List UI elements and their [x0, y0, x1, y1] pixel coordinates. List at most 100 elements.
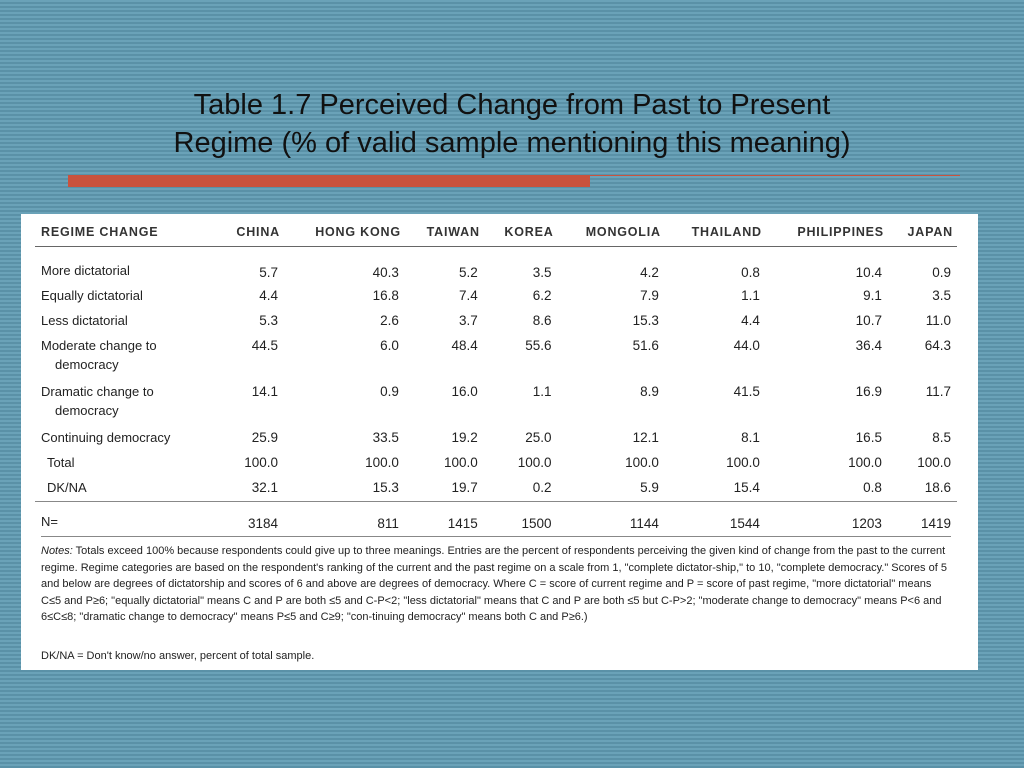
- column-header-japan: JAPAN: [887, 218, 957, 247]
- table-row: Dramatic change to democracy 14.1 0.9 16.0 1.…: [35, 380, 957, 426]
- table-cell: 100.0: [444, 455, 478, 470]
- accent-bar: [68, 175, 590, 187]
- column-header-korea: KOREA: [483, 218, 558, 247]
- table-cell: 16.8: [372, 288, 399, 303]
- table-cell: 100.0: [365, 455, 399, 470]
- table-cell: 15.4: [733, 480, 760, 495]
- table-cell: 0.2: [532, 480, 552, 495]
- table-cell: 100.0: [917, 455, 951, 470]
- table-cell: 3.5: [932, 288, 951, 303]
- column-header-china: CHINA: [217, 218, 284, 247]
- row-label-text: Total: [47, 455, 75, 470]
- table-cell: 55.6: [525, 338, 552, 353]
- row-label-text: DK/NA: [47, 480, 87, 495]
- title-line-1: Table 1.7 Perceived Change from Past to …: [193, 89, 831, 121]
- table-cell: 25.9: [251, 430, 278, 445]
- table-cell: 0.8: [863, 480, 882, 495]
- column-header-philippines: PHILIPPINES: [765, 218, 888, 247]
- table-cell: 3.7: [459, 313, 478, 328]
- table-cell: 19.7: [451, 480, 478, 495]
- row-label: Less dictatorial: [35, 309, 217, 334]
- table-cell: 18.6: [924, 480, 951, 495]
- row-label-text: Less dictatorial: [41, 313, 128, 328]
- table-cell: 8.9: [640, 384, 659, 399]
- table-cell: 16.5: [855, 430, 882, 445]
- table-cell: 100.0: [848, 455, 882, 470]
- table-cell: 14.1: [251, 384, 278, 399]
- sample-size-cell: 1203: [765, 501, 888, 538]
- table-cell: 2.6: [380, 313, 399, 328]
- row-label: More dictatorial: [35, 247, 217, 285]
- table-cell: 7.9: [640, 288, 659, 303]
- row-label: Total: [35, 451, 217, 476]
- table-row: DK/NA 32.1 15.3 19.7 0.2 5.9 15.4 0.8 18.6: [35, 476, 957, 502]
- table-cell: 4.2: [640, 265, 659, 280]
- sample-size-row: N= 3184 811 1415 1500 1144 1544 1203 1419: [35, 501, 957, 538]
- column-header-regime-change: REGIME CHANGE: [35, 218, 218, 247]
- table-cell: 41.5: [733, 384, 760, 399]
- sample-size-cell: 1544: [664, 501, 766, 538]
- table-row: More dictatorial 5.7 40.3 5.2 3.5 4.2 0.8 10.4 0…: [35, 247, 957, 285]
- column-header-taiwan: TAIWAN: [404, 218, 484, 247]
- row-label-continuation: democracy: [55, 403, 119, 418]
- table-cell: 0.9: [932, 265, 951, 280]
- table-header-row: REGIME CHANGE CHINA HONG KONG TAIWAN KOREA MO…: [35, 218, 957, 247]
- table-cell: 5.7: [259, 265, 278, 280]
- table-cell: 15.3: [632, 313, 659, 328]
- table-row: Equally dictatorial 4.4 16.8 7.4 6.2 7.9 1.1 9.…: [35, 284, 957, 309]
- table-cell: 5.3: [259, 313, 278, 328]
- accent-line: [590, 175, 960, 176]
- table-cell: 40.3: [372, 265, 399, 280]
- sample-size-cell: 811: [283, 501, 405, 538]
- table-cell: 33.5: [372, 430, 399, 445]
- regime-change-table: REGIME CHANGE CHINA HONG KONG TAIWAN KOREA MO…: [35, 218, 957, 538]
- table-cell: 10.7: [855, 313, 882, 328]
- table-cell: 51.6: [632, 338, 659, 353]
- notes-text: Totals exceed 100% because respondents c…: [41, 545, 947, 623]
- table-cell: 11.7: [925, 384, 951, 399]
- table-cell: 0.8: [741, 265, 760, 280]
- table-cell: 12.1: [632, 430, 659, 445]
- row-label-text: Continuing democracy: [41, 430, 171, 445]
- table-cell: 100.0: [726, 455, 760, 470]
- table-cell: 5.2: [459, 265, 478, 280]
- sample-size-cell: 3184: [217, 501, 284, 538]
- row-label: Moderate change to democracy: [35, 334, 217, 380]
- table-cell: 32.1: [251, 480, 278, 495]
- table-cell: 15.3: [372, 480, 399, 495]
- table-cell: 16.9: [855, 384, 882, 399]
- row-label-text: More dictatorial: [41, 263, 130, 278]
- table-cell: 64.3: [924, 338, 951, 353]
- sample-size-cell: 1144: [557, 501, 665, 538]
- table-cell: 5.9: [640, 480, 659, 495]
- table-row: Moderate change to democracy 44.5 6.0 48.4 55…: [35, 334, 957, 380]
- table-cell: 1.1: [741, 288, 760, 303]
- row-label: DK/NA: [35, 476, 217, 502]
- sample-size-cell: 1415: [404, 501, 484, 538]
- table-cell: 8.5: [932, 430, 951, 445]
- table-cell: 36.4: [855, 338, 882, 353]
- table-cell: 6.2: [532, 288, 552, 303]
- table-cell: 0.9: [380, 384, 399, 399]
- table-cell: 9.1: [863, 288, 882, 303]
- table-cell: 4.4: [259, 288, 278, 303]
- row-label-text: Dramatic change to: [41, 384, 154, 399]
- table-cell: 11.0: [925, 313, 951, 328]
- table-notes: Notes: Totals exceed 100% because respon…: [41, 536, 951, 626]
- column-header-hong-kong: HONG KONG: [283, 218, 405, 247]
- table-row: Continuing democracy 25.9 33.5 19.2 25.0 12.1…: [35, 426, 957, 451]
- table-cell: 8.1: [741, 430, 760, 445]
- row-label: Continuing democracy: [35, 426, 217, 451]
- slide-title: Table 1.7 Perceived Change from Past to …: [60, 86, 964, 162]
- table-row: Total 100.0 100.0 100.0 100.0 100.0 100.0 100.0…: [35, 451, 957, 476]
- row-label: Dramatic change to democracy: [35, 380, 217, 426]
- notes-lead: Notes:: [41, 545, 73, 557]
- table-cell: 44.0: [733, 338, 760, 353]
- table-cell: 16.0: [451, 384, 478, 399]
- table-cell: 10.4: [855, 265, 882, 280]
- title-line-2: Regime (% of valid sample mentioning thi…: [173, 127, 851, 159]
- row-label-text: Equally dictatorial: [41, 288, 143, 303]
- sample-size-label: N=: [35, 501, 218, 538]
- row-label-text: Moderate change to: [41, 338, 157, 353]
- table-cell: 25.0: [525, 430, 552, 445]
